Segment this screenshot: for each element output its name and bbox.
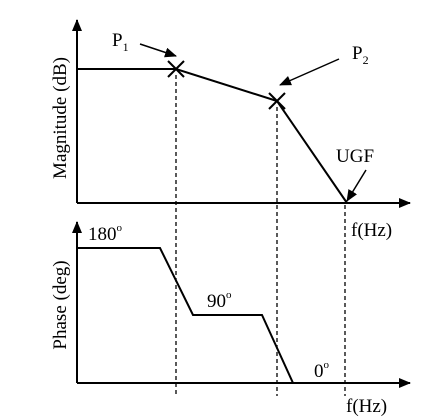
pole1-marker bbox=[167, 60, 185, 78]
phase-0-label: 0o bbox=[314, 359, 330, 382]
ugf-label: UGF bbox=[336, 146, 374, 167]
magnitude-x-label: f(Hz) bbox=[351, 220, 392, 241]
phase-x-label: f(Hz) bbox=[346, 396, 387, 417]
ugf-pointer-arrow bbox=[346, 169, 367, 202]
magnitude-curve bbox=[77, 68, 348, 204]
magnitude-y-label: Magnitude (dB) bbox=[50, 57, 71, 179]
phase-y-label: Phase (deg) bbox=[50, 260, 71, 349]
phase-curve bbox=[77, 247, 294, 384]
phase-90-label: 90o bbox=[207, 289, 232, 312]
phase-180-label: 180o bbox=[88, 222, 123, 245]
pole2-label: P2 bbox=[352, 43, 369, 67]
pole2-marker bbox=[268, 92, 286, 110]
pole2-pointer-arrow bbox=[279, 58, 340, 86]
pole1-label: P1 bbox=[112, 30, 129, 54]
pole1-pointer-arrow bbox=[139, 43, 177, 58]
